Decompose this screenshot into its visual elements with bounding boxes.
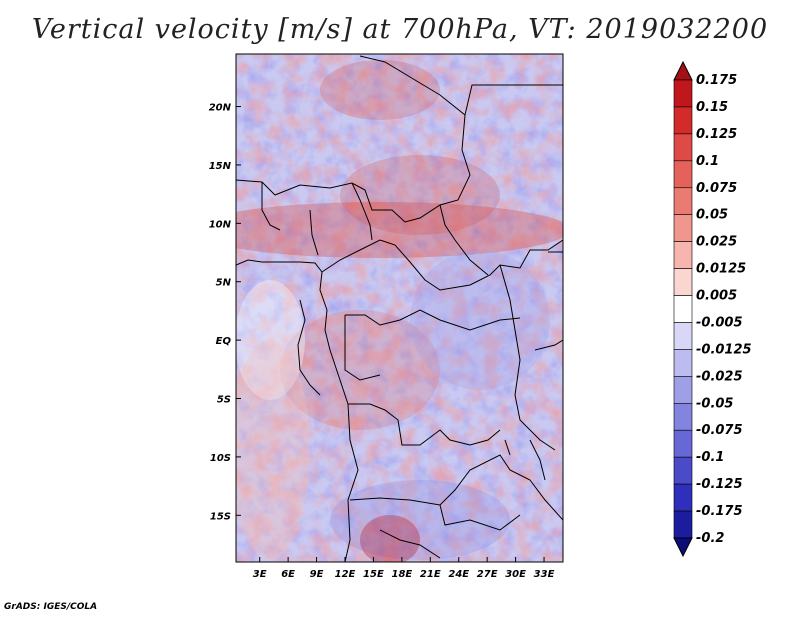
colorbar-labels: 0.175 0.15 0.125 0.1 0.075 0.05 0.025 0.0125 0.0…: [696, 73, 752, 546]
lon-label: 27E: [477, 569, 498, 580]
colorbar-label: -0.175: [696, 504, 743, 519]
lon-label: 30E: [505, 569, 526, 580]
colorbar-label: -0.2: [696, 531, 724, 546]
colorbar-segment: [673, 79, 693, 108]
lon-label: 21E: [420, 569, 441, 580]
colorbar-label: 0.1: [696, 154, 719, 169]
colorbar-label: 0.075: [696, 181, 737, 196]
colorbar-segment: [673, 483, 693, 512]
lat-label: 5S: [217, 395, 231, 406]
colorbar-label: 0.05: [696, 208, 728, 223]
colorbar-max-arrow: [673, 60, 693, 81]
country-borders: [236, 55, 563, 562]
colorbar-label: -0.075: [696, 423, 743, 438]
colorbar-segment: [673, 376, 693, 404]
colorbar-segment: [673, 456, 693, 485]
colorbar-segment: [673, 322, 693, 350]
longitude-labels: 3E 6E 9E 12E 15E 18E 21E 24E 27E 30E 33E: [253, 569, 555, 580]
software-credit: GrADS: IGES/COLA: [4, 602, 98, 612]
colorbar: [673, 60, 693, 558]
colorbar-label: -0.005: [696, 315, 743, 330]
colorbar-segment: [673, 133, 693, 162]
colorbar-label: -0.025: [696, 369, 743, 384]
colorbar-segment: [673, 510, 693, 539]
latitude-labels: 20N 15N 10N 5N EQ 5S 10S 15S: [209, 103, 232, 523]
colorbar-min-arrow: [673, 537, 693, 558]
lon-label: 3E: [253, 569, 267, 580]
colorbar-label: -0.1: [696, 450, 724, 465]
axis-ticks: [236, 106, 545, 562]
lon-label: 33E: [534, 569, 555, 580]
colorbar-segment: [673, 241, 693, 269]
colorbar-label: -0.125: [696, 477, 743, 492]
map-title: Vertical velocity [m/s] at 700hPa, VT: 2…: [31, 14, 769, 45]
colorbar-segment: [673, 402, 693, 431]
colorbar-label: 0.0125: [696, 262, 746, 277]
lat-label: 5N: [216, 278, 232, 289]
lon-label: 15E: [363, 569, 384, 580]
colorbar-segment: [673, 295, 693, 323]
colorbar-label: -0.0125: [696, 342, 752, 357]
lon-label: 12E: [335, 569, 356, 580]
plot-frame: [235, 53, 564, 563]
colorbar-label: 0.125: [696, 127, 737, 142]
lat-label: 10S: [210, 453, 231, 464]
colorbar-segment: [673, 429, 693, 458]
lat-label: 15N: [209, 161, 232, 172]
lon-label: 9E: [310, 569, 324, 580]
colorbar-label: 0.175: [696, 73, 737, 88]
velocity-field: [236, 54, 563, 562]
colorbar-label: 0.15: [696, 100, 728, 115]
colorbar-label: -0.05: [696, 396, 733, 411]
lon-label: 24E: [448, 569, 469, 580]
colorbar-label: 0.025: [696, 235, 737, 250]
lat-label: 10N: [209, 219, 232, 230]
lat-label: 15S: [210, 511, 231, 522]
lat-label: EQ: [216, 336, 232, 347]
colorbar-label: 0.005: [696, 289, 737, 304]
colorbar-segment: [673, 214, 693, 242]
colorbar-segment: [673, 106, 693, 135]
colorbar-segment: [673, 160, 693, 189]
lon-label: 6E: [281, 569, 295, 580]
colorbar-segment: [673, 187, 693, 216]
lon-label: 18E: [391, 569, 412, 580]
colorbar-segment: [673, 349, 693, 377]
colorbar-segment: [673, 268, 693, 296]
lat-label: 20N: [209, 103, 232, 114]
